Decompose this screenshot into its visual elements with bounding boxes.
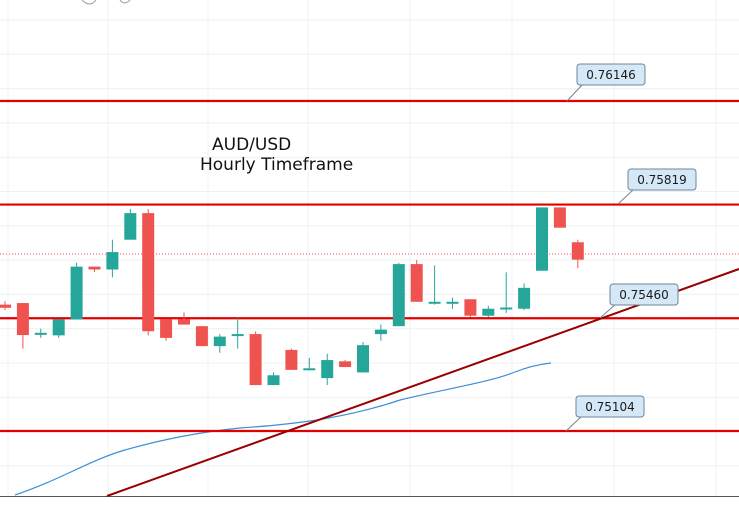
level-callout: 0.75819 — [617, 168, 697, 205]
candle — [124, 208, 137, 240]
candle — [428, 265, 441, 305]
candle-body-bullish — [106, 252, 119, 270]
candle-body-bullish — [213, 336, 226, 347]
candle — [249, 331, 262, 386]
candle — [339, 360, 352, 368]
candle-body-bullish — [500, 307, 513, 310]
top-edge-fragment — [81, 0, 131, 5]
candle — [88, 266, 101, 273]
candle — [231, 318, 244, 349]
grid — [0, 0, 739, 496]
chart-subtitle: Hourly Timeframe — [200, 155, 353, 175]
level-callout: 0.75460 — [599, 283, 679, 319]
candle-body-bullish — [428, 301, 441, 304]
moving-average-line — [14, 362, 552, 496]
candle-body-bearish — [410, 264, 423, 302]
chart-title: AUD/USD — [212, 135, 291, 155]
candle-body-bearish — [16, 303, 29, 336]
candle — [518, 283, 531, 311]
candle-body-bearish — [88, 266, 101, 270]
candle-body-bullish — [482, 308, 495, 316]
candle — [16, 303, 29, 349]
callout-label: 0.76146 — [586, 68, 636, 82]
candle — [178, 312, 190, 325]
candle — [482, 305, 495, 317]
candle — [357, 342, 369, 373]
callout-box — [627, 168, 697, 191]
candle-body-bearish — [249, 334, 262, 386]
candle-body-bullish — [374, 329, 387, 335]
candle — [410, 259, 423, 302]
candle-body-bearish — [464, 299, 477, 316]
candle-body-bullish — [231, 334, 244, 337]
candle-body-bullish — [70, 266, 83, 320]
candle — [374, 324, 387, 341]
trendline — [106, 268, 739, 497]
candle-body-bullish — [392, 264, 405, 327]
candle-body-bearish — [178, 319, 190, 325]
candle — [142, 208, 155, 336]
candle — [446, 297, 459, 309]
candle — [285, 348, 298, 370]
candle — [500, 272, 513, 313]
candle — [34, 328, 47, 338]
candle-body-bullish — [267, 375, 280, 386]
candle — [267, 372, 280, 386]
candle-body-bearish — [285, 349, 298, 370]
candle-body-bullish — [321, 360, 334, 379]
level-callout: 0.76146 — [566, 63, 646, 102]
candle-body-bearish — [0, 304, 11, 308]
horizontal-levels — [0, 99, 739, 433]
callout-label: 0.75819 — [637, 173, 687, 187]
callout-box — [576, 63, 646, 86]
candle-body-bearish — [339, 361, 352, 368]
level-callout: 0.75104 — [565, 395, 645, 432]
candle — [160, 319, 173, 341]
candle — [553, 207, 566, 228]
candle — [213, 334, 226, 353]
candle-body-bearish — [142, 213, 155, 332]
candle-body-bullish — [303, 368, 316, 371]
trendline-layer — [106, 268, 739, 497]
moving-average — [14, 362, 552, 496]
candle-body-bullish — [446, 301, 459, 304]
candle-body-bearish — [553, 207, 566, 228]
candle-body-bearish — [571, 242, 584, 260]
candle — [392, 262, 405, 327]
callout-box — [609, 283, 679, 306]
candle — [321, 353, 334, 386]
candles — [0, 207, 584, 386]
candle — [571, 239, 584, 269]
candle-body-bearish — [195, 326, 208, 347]
candle — [0, 301, 11, 311]
candle-body-bullish — [52, 319, 65, 336]
candle — [195, 326, 208, 347]
callout-box — [575, 395, 645, 418]
level-callouts: 0.76146 0.75819 0.75460 0.75104 — [565, 63, 697, 432]
candle-body-bullish — [536, 207, 548, 271]
callout-label: 0.75104 — [585, 400, 635, 414]
callout-leader — [565, 415, 583, 432]
candle — [303, 357, 316, 371]
candle-body-bullish — [518, 287, 531, 309]
candle — [106, 239, 119, 278]
candle — [52, 319, 65, 338]
candle-body-bearish — [160, 319, 173, 338]
callout-label: 0.75460 — [619, 288, 669, 302]
callout-leader — [617, 188, 635, 205]
callout-leader — [599, 303, 617, 319]
candle — [70, 262, 83, 320]
candle — [536, 207, 548, 271]
candle-body-bullish — [34, 332, 47, 335]
candle — [464, 299, 477, 317]
callout-leader — [566, 83, 584, 102]
candle-body-bullish — [124, 213, 137, 240]
candle-body-bullish — [357, 345, 369, 373]
